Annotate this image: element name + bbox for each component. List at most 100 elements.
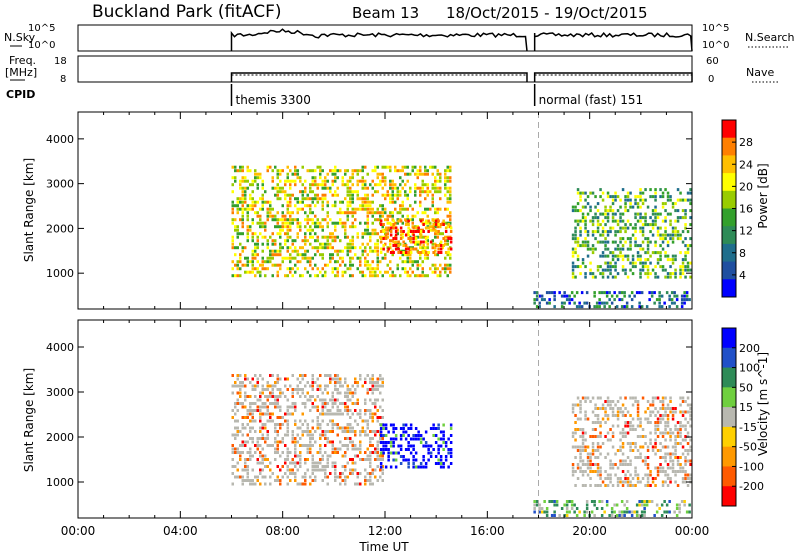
velocity-echo-cell (624, 396, 627, 400)
power-echo-cell (603, 305, 606, 309)
velocity-echo-cell (643, 514, 646, 517)
velocity-echo-cell (354, 461, 357, 465)
velocity-echo-cell (574, 484, 577, 487)
power-echo-cell (399, 219, 403, 223)
power-echo-cell (611, 212, 615, 216)
power-echo-cell (289, 197, 292, 201)
power-echo-cell (689, 198, 692, 202)
power-echo-cell (601, 240, 605, 244)
power-echo-cell (351, 263, 354, 267)
power-echo-cell (366, 197, 369, 201)
velocity-echo-cell (376, 447, 379, 451)
velocity-echo-cell (671, 417, 675, 421)
power-echo-cell (576, 240, 580, 244)
power-echo-cell (439, 197, 442, 201)
power-echo-cell (344, 246, 347, 250)
power-echo-cell (644, 265, 647, 269)
power-echo-cell (329, 218, 332, 222)
velocity-echo-cell (294, 472, 297, 475)
velocity-echo-cell (683, 500, 686, 503)
velocity-echo-cell (392, 430, 395, 434)
velocity-echo-cell (351, 412, 354, 416)
power-echo-cell (254, 211, 257, 215)
power-echo-cell (446, 207, 449, 211)
power-echo-cell (684, 251, 687, 255)
power-echo-cell (374, 242, 377, 246)
power-echo-cell (294, 246, 297, 250)
power-echo-cell (391, 211, 394, 215)
velocity-echo-cell (591, 445, 595, 449)
velocity-echo-cell (640, 500, 644, 503)
velocity-echo-cell (574, 403, 577, 407)
velocity-echo-cell (402, 430, 405, 434)
velocity-echo-cell (616, 480, 620, 484)
power-echo-cell (414, 230, 418, 233)
velocity-echo-cell (407, 462, 410, 465)
power-echo-cell (606, 191, 610, 195)
velocity-echo-cell (591, 449, 595, 452)
power-echo-cell (419, 235, 422, 239)
power-colorbar-swatch (722, 155, 736, 174)
velocity-echo-cell (324, 465, 327, 468)
velocity-echo-cell (296, 440, 299, 444)
velocity-echo-cell (299, 454, 302, 458)
velocity-echo-cell (661, 396, 665, 400)
velocity-echo-cell (326, 475, 329, 479)
velocity-echo-cell (381, 384, 384, 388)
velocity-echo-cell (341, 384, 344, 388)
velocity-echo-cell (611, 435, 615, 438)
power-echo-cell (296, 176, 299, 180)
velocity-echo-cell (626, 470, 630, 473)
nsky-tick-top: 10^5 (28, 23, 55, 34)
velocity-echo-cell (374, 402, 377, 405)
power-echo-cell (289, 183, 292, 187)
velocity-echo-cell (236, 433, 239, 437)
power-echo-cell (638, 291, 641, 295)
velocity-echo-cell (329, 472, 332, 475)
velocity-echo-cell (261, 402, 264, 405)
velocity-echo-cell (679, 403, 682, 407)
velocity-echo-cell (259, 412, 262, 416)
velocity-echo-cell (624, 477, 627, 480)
power-echo-cell (334, 274, 337, 278)
power-echo-cell (271, 274, 274, 278)
velocity-echo-cell (339, 472, 342, 475)
power-echo-cell (634, 212, 637, 216)
velocity-echo-cell (599, 407, 602, 410)
velocity-echo-cell (626, 463, 630, 466)
velocity-echo-cell (251, 377, 254, 381)
power-echo-cell (664, 216, 667, 220)
power-echo-cell (442, 244, 445, 247)
power-echo-cell (379, 270, 382, 274)
velocity-echo-cell (334, 472, 337, 475)
power-echo-cell (254, 169, 257, 173)
power-echo-cell (406, 256, 409, 260)
velocity-echo-cell (571, 431, 575, 435)
power-echo-cell (291, 172, 294, 176)
power-echo-cell (251, 221, 254, 225)
power-echo-cell (611, 209, 615, 213)
power-echo-cell (411, 207, 414, 211)
velocity-echo-cell (286, 377, 289, 381)
power-echo-cell (446, 239, 449, 243)
power-echo-cell (326, 239, 329, 243)
velocity-echo-cell (449, 455, 453, 458)
velocity-echo-cell (231, 482, 234, 486)
power-echo-cell (659, 233, 662, 237)
velocity-echo-cell (329, 398, 332, 402)
power-colorbar-tick-label: 16 (739, 203, 753, 216)
power-echo-cell (684, 265, 687, 269)
power-echo-cell (661, 191, 665, 195)
velocity-echo-cell (624, 435, 627, 438)
power-echo-cell (279, 197, 282, 201)
power-echo-cell (349, 225, 352, 229)
velocity-echo-cell (419, 462, 423, 465)
velocity-echo-cell (538, 503, 541, 507)
power-echo-cell (568, 298, 571, 302)
power-echo-cell (271, 232, 274, 236)
power-echo-cell (374, 270, 377, 274)
power-echo-cell (326, 211, 329, 215)
velocity-echo-cell (684, 417, 687, 421)
velocity-echo-cell (586, 417, 590, 421)
power-echo-cell (301, 253, 304, 257)
